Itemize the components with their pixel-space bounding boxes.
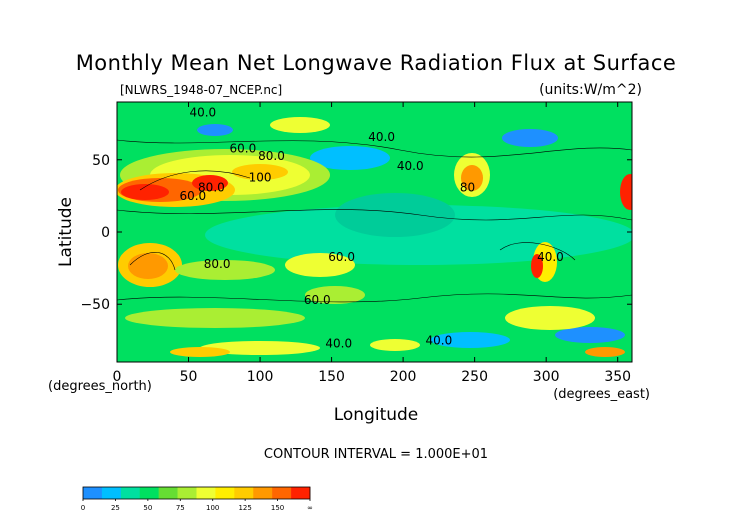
colorbar-tick-label: 150 bbox=[271, 504, 284, 512]
x-tick-label: 300 bbox=[533, 369, 560, 385]
region-antarctic-coast bbox=[200, 341, 320, 355]
x-unit-label: (degrees_east) bbox=[553, 387, 650, 402]
contour-label: 40.0 bbox=[325, 337, 352, 351]
region-australia bbox=[285, 253, 355, 277]
contour-label: 40.0 bbox=[537, 250, 564, 264]
x-tick-label: 350 bbox=[604, 369, 631, 385]
contour-label: 80.0 bbox=[204, 257, 231, 271]
region-andes-hot bbox=[531, 254, 543, 278]
colorbar-swatch bbox=[215, 487, 235, 499]
region-south-pole-hot bbox=[585, 347, 625, 357]
x-axis: 0 50 100 150 200 250 300 350 bbox=[113, 102, 631, 385]
contour-label-layer: 40.040.040.060.080.010080.060.08080.060.… bbox=[179, 105, 563, 350]
units-label: (units:W/m^2) bbox=[539, 82, 642, 98]
colorbar-frame bbox=[82, 486, 311, 500]
contour-label: 80.0 bbox=[198, 181, 225, 195]
y-tick-label: −50 bbox=[80, 297, 110, 313]
colorbar-tick-label: ∞ bbox=[307, 504, 313, 512]
contour-label: 40.0 bbox=[426, 334, 453, 348]
y-tick-label: 0 bbox=[101, 225, 110, 241]
region-indian-ocean bbox=[175, 260, 275, 280]
region-rockies-hot bbox=[461, 165, 483, 191]
region-pacific-north bbox=[335, 193, 455, 237]
contour-label: 60.0 bbox=[230, 142, 257, 156]
x-tick-label: 50 bbox=[180, 369, 198, 385]
region-antarctic-cold bbox=[555, 327, 625, 343]
y-axis: 50 0 −50 bbox=[80, 153, 632, 313]
contour-interval-label: CONTOUR INTERVAL = 1.000E+01 bbox=[264, 447, 488, 462]
x-tick-label: 150 bbox=[318, 369, 345, 385]
region-south-africa-core bbox=[128, 253, 168, 279]
contour-label: 40.0 bbox=[368, 130, 395, 144]
y-unit-label: (degrees_north) bbox=[48, 379, 152, 394]
contour-label: 80 bbox=[460, 181, 475, 195]
y-tick-label: 50 bbox=[92, 153, 110, 169]
colorbar-swatch bbox=[101, 487, 122, 499]
colorbar-swatch bbox=[234, 487, 254, 499]
region-antarctic-hot bbox=[170, 347, 230, 357]
region-east-edge-hot bbox=[620, 174, 632, 210]
contour-label: 60.0 bbox=[304, 293, 331, 307]
x-tick-label: 0 bbox=[113, 369, 122, 385]
colorbar-swatch bbox=[291, 487, 311, 499]
region-arabia-hot bbox=[192, 175, 228, 191]
x-axis-label: Longitude bbox=[334, 405, 419, 425]
x-tick-label: 200 bbox=[390, 369, 417, 385]
chart-title: Monthly Mean Net Longwave Radiation Flux… bbox=[76, 51, 677, 75]
contour-label: 40.0 bbox=[189, 105, 216, 119]
file-label: [NLWRS_1948-07_NCEP.nc] bbox=[120, 83, 282, 97]
region-south-band-west bbox=[125, 308, 305, 328]
colorbar-swatch bbox=[272, 487, 292, 499]
colorbar-swatch bbox=[177, 487, 197, 499]
region-south-atlantic bbox=[505, 306, 595, 330]
region-north-america-cold bbox=[502, 129, 558, 147]
region-sahara-core bbox=[121, 184, 169, 200]
x-tick-label: 250 bbox=[461, 369, 488, 385]
colorbar-tick-label: 100 bbox=[206, 504, 219, 512]
colorbar-swatch bbox=[120, 487, 141, 499]
region-south-yellow-east bbox=[370, 339, 420, 351]
contour-lines bbox=[117, 139, 632, 303]
colorbar-tick-label: 0 bbox=[81, 504, 85, 512]
contour-label: 100 bbox=[249, 170, 272, 184]
x-tick-label: 100 bbox=[247, 369, 274, 385]
y-axis-label: Latitude bbox=[56, 197, 76, 267]
region-arctic-warm bbox=[270, 117, 330, 133]
contour-label: 40.0 bbox=[397, 159, 424, 173]
heatmap-field bbox=[117, 102, 632, 362]
colorbar: 0 25 50 75 100 125 150 ∞ bbox=[81, 486, 313, 512]
colorbar-tick-label: 75 bbox=[176, 504, 185, 512]
colorbar-swatch bbox=[253, 487, 273, 499]
region-siberia bbox=[310, 146, 390, 170]
colorbar-swatch bbox=[139, 487, 159, 499]
colorbar-tick-label: 25 bbox=[111, 504, 120, 512]
contour-label: 60.0 bbox=[179, 189, 206, 203]
contour-label: 60.0 bbox=[328, 250, 355, 264]
colorbar-tick-label: 125 bbox=[238, 504, 251, 512]
colorbar-swatch bbox=[158, 487, 178, 499]
colorbar-tick-label: 50 bbox=[143, 504, 152, 512]
contour-label: 80.0 bbox=[258, 149, 285, 163]
region-south-pacific bbox=[305, 286, 365, 304]
region-arctic-west bbox=[197, 124, 233, 136]
colorbar-swatch bbox=[83, 487, 103, 499]
region-tibet bbox=[232, 164, 288, 180]
colorbar-swatch bbox=[196, 487, 216, 499]
region-south-ocean bbox=[430, 332, 510, 348]
